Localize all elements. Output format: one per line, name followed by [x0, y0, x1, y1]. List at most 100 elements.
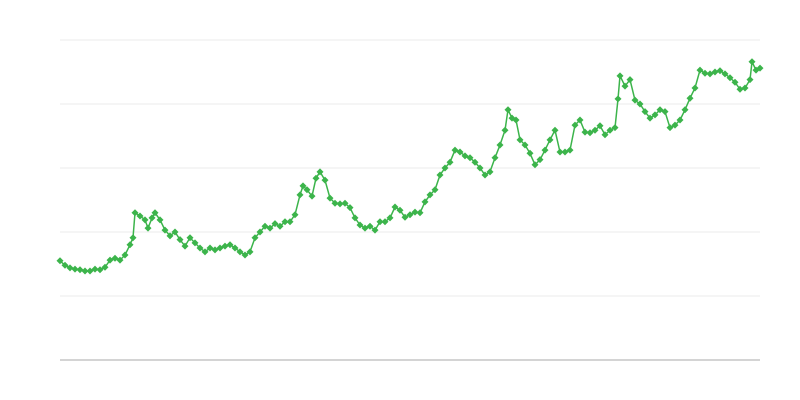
marker — [191, 239, 199, 247]
marker — [351, 214, 359, 222]
marker — [141, 216, 149, 224]
marker — [126, 241, 134, 249]
marker — [504, 106, 512, 114]
marker — [241, 251, 249, 259]
marker — [446, 158, 454, 166]
marker — [536, 156, 544, 164]
marker — [299, 182, 307, 190]
marker — [566, 146, 574, 154]
marker — [666, 124, 674, 132]
marker — [641, 108, 649, 116]
marker — [701, 69, 709, 77]
marker — [716, 67, 724, 75]
marker — [466, 154, 474, 162]
marker — [71, 265, 79, 273]
marker — [626, 76, 634, 84]
marker — [571, 121, 579, 129]
marker — [721, 70, 729, 78]
marker — [476, 164, 484, 172]
marker — [741, 84, 749, 92]
marker — [436, 171, 444, 179]
marker — [236, 248, 244, 256]
marker — [91, 265, 99, 273]
marker — [396, 206, 404, 214]
marker — [281, 218, 289, 226]
marker — [308, 192, 316, 200]
marker — [81, 267, 89, 275]
marker — [456, 148, 464, 156]
marker — [312, 174, 320, 182]
marker — [286, 218, 294, 226]
marker — [181, 242, 189, 250]
marker — [61, 261, 69, 269]
marker — [521, 141, 529, 149]
marker — [526, 149, 534, 157]
marker — [696, 66, 704, 74]
marker — [431, 186, 439, 194]
marker — [581, 128, 589, 136]
marker — [636, 100, 644, 108]
marker — [148, 214, 156, 222]
marker — [646, 114, 654, 122]
marker — [596, 122, 604, 130]
marker — [616, 72, 624, 80]
marker — [731, 78, 739, 86]
marker — [136, 212, 144, 220]
marker — [356, 221, 364, 229]
marker — [201, 248, 209, 256]
marker — [129, 234, 137, 242]
marker — [66, 264, 74, 272]
marker — [176, 236, 184, 244]
marker — [541, 146, 549, 154]
marker — [226, 241, 234, 249]
marker — [481, 171, 489, 179]
marker — [131, 209, 139, 217]
marker — [144, 224, 152, 232]
marker — [491, 154, 499, 162]
marker — [326, 194, 334, 202]
marker — [441, 164, 449, 172]
marker — [531, 161, 539, 169]
marker — [631, 96, 639, 104]
marker — [726, 74, 734, 82]
marker — [196, 244, 204, 252]
marker — [426, 191, 434, 199]
marker — [246, 248, 254, 256]
marker — [341, 199, 349, 207]
marker — [421, 198, 429, 206]
marker — [271, 220, 279, 228]
marker — [101, 263, 109, 271]
marker — [186, 234, 194, 242]
marker — [671, 121, 679, 129]
marker — [406, 211, 414, 219]
marker — [331, 199, 339, 207]
marker — [401, 213, 409, 221]
marker — [303, 186, 311, 194]
marker — [486, 168, 494, 176]
marker — [381, 218, 389, 226]
marker — [651, 111, 659, 119]
marker — [501, 126, 509, 134]
marker — [266, 224, 274, 232]
marker — [276, 222, 284, 230]
marker — [606, 126, 614, 134]
marker — [471, 158, 479, 166]
marker — [416, 209, 424, 217]
marker — [748, 58, 756, 66]
marker — [56, 257, 64, 265]
marker — [556, 148, 564, 156]
marker — [231, 244, 239, 252]
marker — [366, 222, 374, 230]
marker — [586, 129, 594, 137]
marker — [336, 200, 344, 208]
marker — [736, 85, 744, 93]
marker — [621, 82, 629, 90]
marker — [711, 68, 719, 76]
marker — [156, 216, 164, 224]
marker — [296, 191, 304, 199]
marker — [171, 228, 179, 236]
marker — [576, 116, 584, 124]
marker — [256, 228, 264, 236]
marker — [601, 131, 609, 139]
